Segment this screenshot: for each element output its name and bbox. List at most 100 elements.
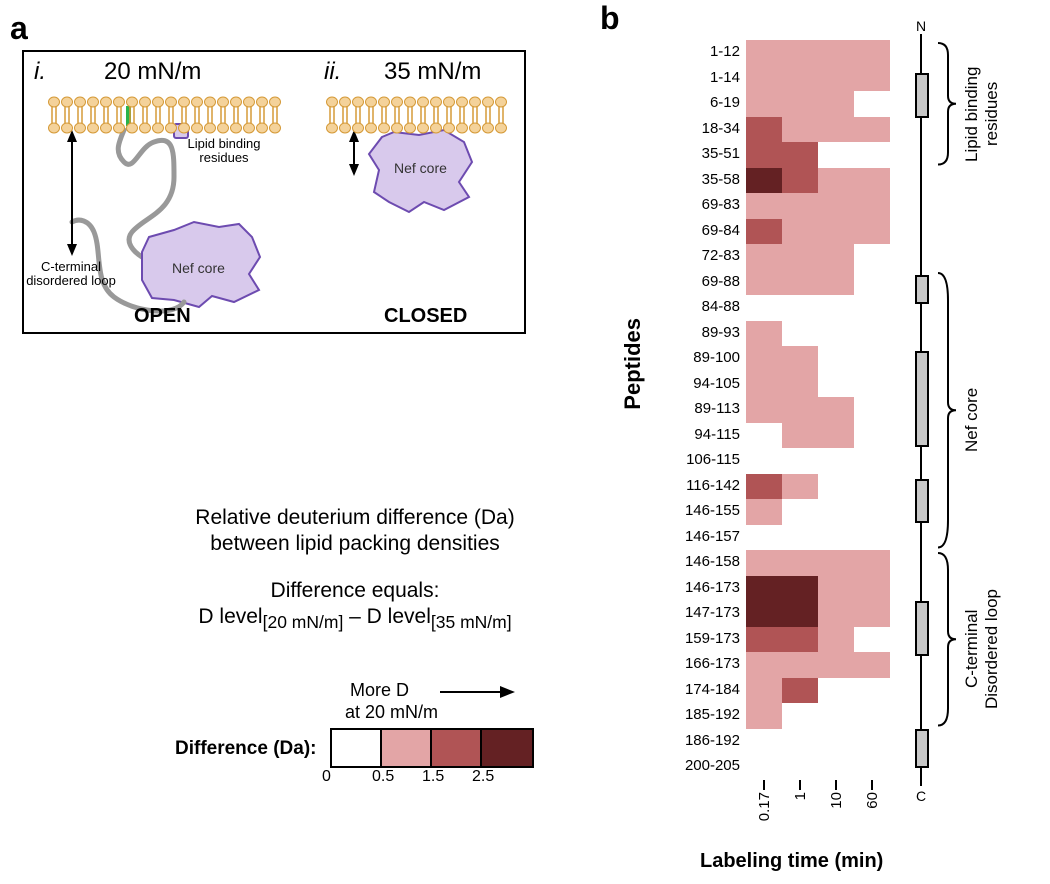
- heatmap-cell: [818, 372, 854, 398]
- heatmap-cell: [782, 423, 818, 449]
- nef-core-text-open: Nef core: [172, 260, 225, 276]
- peptide-label: 116-142: [680, 477, 740, 494]
- heatmap-cell: [746, 448, 782, 474]
- peptide-label: 89-93: [680, 324, 740, 341]
- heatmap-cell: [854, 576, 890, 602]
- heatmap-cell: [782, 66, 818, 92]
- peptide-label: 72-83: [680, 247, 740, 264]
- heatmap-cell: [818, 295, 854, 321]
- peptide-label: 69-83: [680, 196, 740, 213]
- heatmap-cell: [818, 627, 854, 653]
- at-20-text: at 20 mN/m: [345, 702, 438, 723]
- heatmap-cell: [854, 678, 890, 704]
- region-label: C-terminalDisordered loop: [962, 589, 1002, 709]
- peptide-label: 159-173: [680, 630, 740, 647]
- heatmap-cell: [854, 525, 890, 551]
- heatmap-cell: [782, 601, 818, 627]
- heatmap-cell: [854, 448, 890, 474]
- c-terminal-text: C-terminaldisordered loop: [26, 260, 116, 289]
- heatmap-cell: [746, 295, 782, 321]
- heatmap-cell: [854, 270, 890, 296]
- heatmap-cell: [854, 219, 890, 245]
- heatmap-cell: [854, 244, 890, 270]
- heatmap-cell: [746, 652, 782, 678]
- heatmap-cell: [818, 729, 854, 755]
- peptide-label: 146-158: [680, 553, 740, 570]
- heatmap-cell: [782, 499, 818, 525]
- heatmap-cell: [746, 474, 782, 500]
- heatmap-cell: [854, 652, 890, 678]
- heatmap-cell: [782, 40, 818, 66]
- heatmap-cell: [782, 219, 818, 245]
- peptide-label: 84-88: [680, 298, 740, 315]
- heatmap-cell: [746, 729, 782, 755]
- region-label: Nef core: [962, 360, 982, 480]
- heatmap-cell: [746, 499, 782, 525]
- heatmap-cell: [854, 40, 890, 66]
- peptide-label: 200-205: [680, 757, 740, 774]
- heatmap-cell: [818, 168, 854, 194]
- heatmap-cell: [746, 244, 782, 270]
- more-d-text: More D: [350, 680, 409, 701]
- peptide-label: 185-192: [680, 706, 740, 723]
- peptide-label: 35-58: [680, 171, 740, 188]
- heatmap-cell: [746, 40, 782, 66]
- heatmap-cell: [854, 91, 890, 117]
- heatmap-cell: [782, 448, 818, 474]
- peptide-label: 1-14: [680, 69, 740, 86]
- heatmap-cell: [782, 168, 818, 194]
- heatmap-cell: [782, 346, 818, 372]
- heatmap-cell: [818, 448, 854, 474]
- heatmap-cell: [818, 321, 854, 347]
- heatmap-cell: [782, 729, 818, 755]
- mid-text-2: Difference equals: D level[20 mN/m] – D …: [140, 578, 570, 634]
- heatmap-cell: [782, 678, 818, 704]
- heatmap-cell: [782, 474, 818, 500]
- panel-a-svg: [24, 52, 524, 332]
- heatmap-cell: [782, 193, 818, 219]
- heatmap-cell: [854, 423, 890, 449]
- heatmap-cell: [746, 168, 782, 194]
- heatmap-cell: [854, 703, 890, 729]
- more-d-arrow: [440, 680, 520, 704]
- heatmap-cell: [854, 117, 890, 143]
- heatmap-cell: [818, 40, 854, 66]
- heatmap-cell: [818, 397, 854, 423]
- heatmap-cell: [854, 193, 890, 219]
- peptide-label: 147-173: [680, 604, 740, 621]
- heatmap-cell: [746, 397, 782, 423]
- heatmap-cell: [818, 270, 854, 296]
- heatmap-cell: [746, 66, 782, 92]
- peptide-label: 6-19: [680, 94, 740, 111]
- x-tick-label: 60: [864, 792, 881, 809]
- x-tick-label: 0.17: [756, 792, 773, 821]
- heatmap-cell: [782, 91, 818, 117]
- heatmap-cell: [746, 423, 782, 449]
- heatmap-cell: [782, 295, 818, 321]
- heatmap-cell: [818, 754, 854, 780]
- peptide-label: 146-155: [680, 502, 740, 519]
- heatmap-cell: [818, 601, 854, 627]
- heatmap-cell: [746, 321, 782, 347]
- heatmap-cell: [746, 372, 782, 398]
- heatmap-cell: [782, 244, 818, 270]
- heatmap-cell: [782, 576, 818, 602]
- heatmap-cell: [782, 142, 818, 168]
- heatmap-cell: [818, 219, 854, 245]
- heatmap-cell: [818, 703, 854, 729]
- heatmap-cell: [818, 525, 854, 551]
- heatmap-cell: [746, 754, 782, 780]
- heatmap-cell: [746, 703, 782, 729]
- heatmap-cell: [854, 627, 890, 653]
- peptide-label: 69-84: [680, 222, 740, 239]
- heatmap-cell: [854, 754, 890, 780]
- peptide-label: 1-12: [680, 43, 740, 60]
- heatmap-cell: [746, 117, 782, 143]
- heatmap-cell: [782, 397, 818, 423]
- heatmap-cell: [854, 397, 890, 423]
- heatmap-cell: [818, 346, 854, 372]
- heatmap-cell: [782, 703, 818, 729]
- peptide-label: 174-184: [680, 681, 740, 698]
- lipid-binding-text: Lipid bindingresidues: [184, 137, 264, 166]
- heatmap-cell: [818, 193, 854, 219]
